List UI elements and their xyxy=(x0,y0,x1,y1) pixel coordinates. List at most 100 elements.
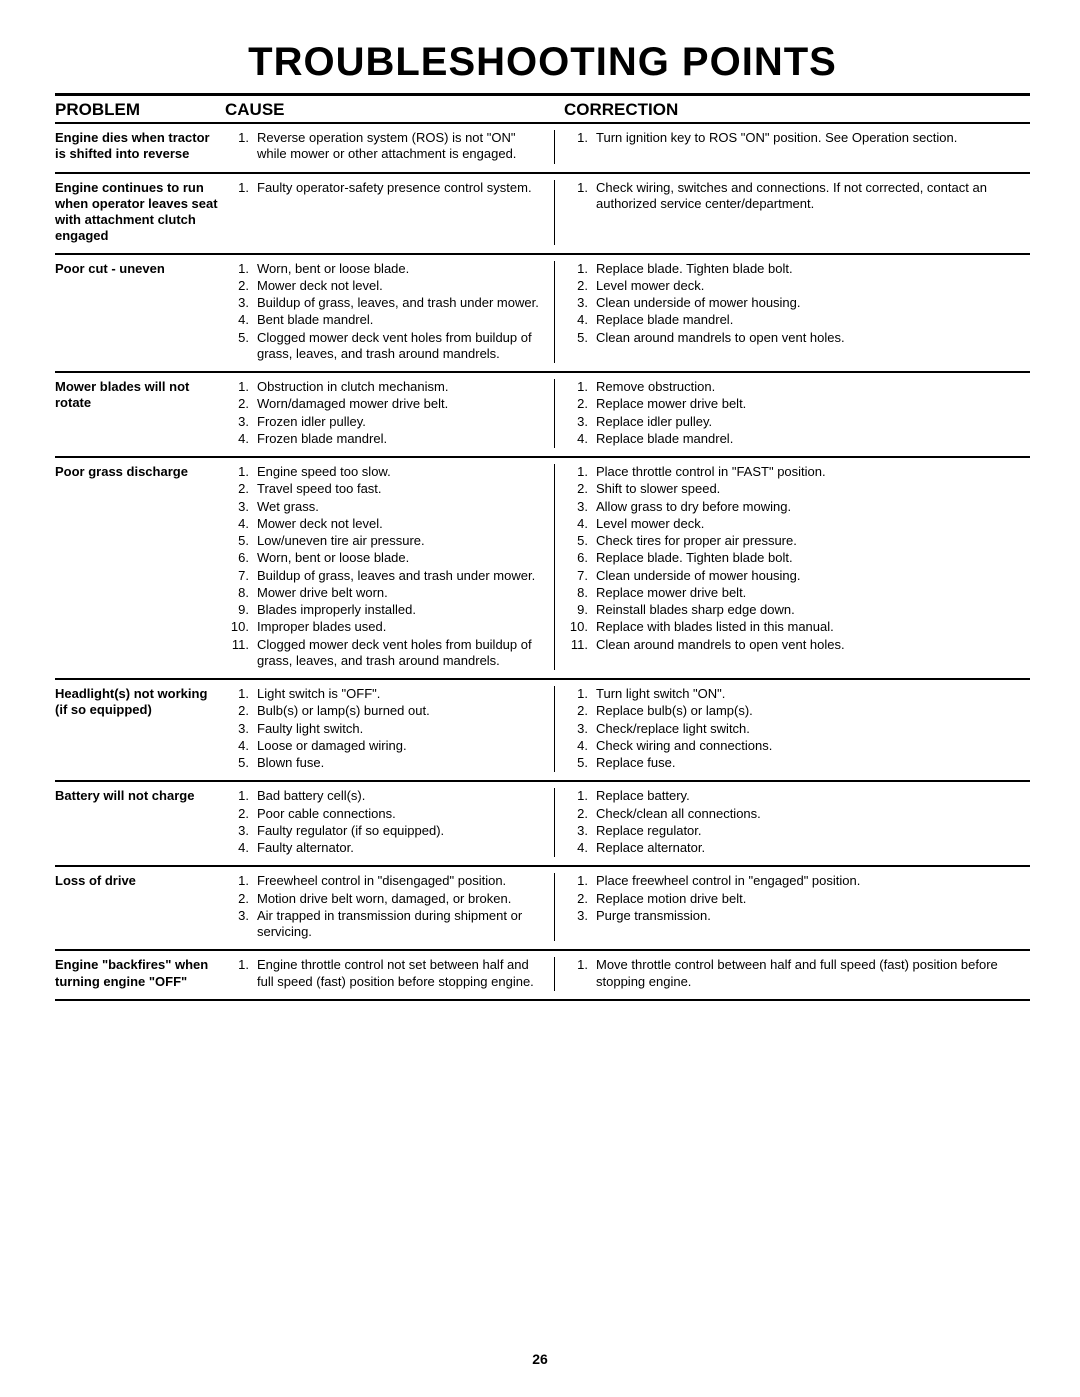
correction-item: 7.Clean underside of mower housing. xyxy=(594,568,1030,585)
item-number: 2. xyxy=(225,481,249,497)
problem-cell: Battery will not charge xyxy=(55,788,225,857)
item-number: 9. xyxy=(225,602,249,618)
table-header-row: PROBLEM CAUSE CORRECTION xyxy=(55,96,1030,122)
cause-cell: 1.Engine speed too slow.2.Travel speed t… xyxy=(225,464,545,670)
correction-item: 2.Shift to slower speed. xyxy=(594,481,1030,498)
correction-item: 1.Place throttle control in "FAST" posit… xyxy=(594,464,1030,481)
correction-item: 9.Reinstall blades sharp edge down. xyxy=(594,602,1030,619)
item-number: 4. xyxy=(225,738,249,754)
column-gap xyxy=(545,686,564,772)
item-number: 11. xyxy=(225,637,249,653)
correction-item: 5.Check tires for proper air pressure. xyxy=(594,533,1030,550)
correction-list: 1.Remove obstruction.2.Replace mower dri… xyxy=(564,379,1030,448)
problem-cell: Poor grass discharge xyxy=(55,464,225,670)
correction-list: 1.Turn light switch "ON".2.Replace bulb(… xyxy=(564,686,1030,772)
correction-item: 4.Check wiring and connections. xyxy=(594,738,1030,755)
item-number: 1. xyxy=(225,957,249,973)
item-number: 5. xyxy=(564,755,588,771)
item-number: 3. xyxy=(225,721,249,737)
header-cause: CAUSE xyxy=(225,100,545,120)
page-title: TROUBLESHOOTING POINTS xyxy=(55,40,1030,85)
cause-cell: 1.Obstruction in clutch mechanism.2.Worn… xyxy=(225,379,545,448)
item-number: 1. xyxy=(225,180,249,196)
problem-cell: Engine dies when tractor is shifted into… xyxy=(55,130,225,164)
item-number: 5. xyxy=(225,533,249,549)
cause-list: 1.Light switch is "OFF".2.Bulb(s) or lam… xyxy=(225,686,545,772)
header-problem: PROBLEM xyxy=(55,100,225,120)
cause-item: 1.Bad battery cell(s). xyxy=(255,788,545,805)
table-row: Engine dies when tractor is shifted into… xyxy=(55,124,1030,174)
correction-item: 3.Check/replace light switch. xyxy=(594,721,1030,738)
cause-item: 4.Loose or damaged wiring. xyxy=(255,738,545,755)
correction-item: 1.Replace blade. Tighten blade bolt. xyxy=(594,261,1030,278)
correction-item: 5.Clean around mandrels to open vent hol… xyxy=(594,330,1030,347)
item-number: 2. xyxy=(225,806,249,822)
item-number: 8. xyxy=(564,585,588,601)
cause-item: 11.Clogged mower deck vent holes from bu… xyxy=(255,637,545,671)
cause-item: 3.Wet grass. xyxy=(255,499,545,516)
item-number: 5. xyxy=(225,755,249,771)
correction-item: 3.Replace regulator. xyxy=(594,823,1030,840)
correction-item: 2.Replace motion drive belt. xyxy=(594,891,1030,908)
correction-cell: 1.Replace blade. Tighten blade bolt.2.Le… xyxy=(564,261,1030,364)
cause-item: 6.Worn, bent or loose blade. xyxy=(255,550,545,567)
cause-cell: 1.Faulty operator-safety presence contro… xyxy=(225,180,545,245)
correction-list: 1.Replace blade. Tighten blade bolt.2.Le… xyxy=(564,261,1030,347)
correction-item: 3.Replace idler pulley. xyxy=(594,414,1030,431)
table-row: Loss of drive1.Freewheel control in "dis… xyxy=(55,867,1030,951)
vertical-divider xyxy=(554,873,555,941)
cause-list: 1.Freewheel control in "disengaged" posi… xyxy=(225,873,545,941)
cause-item: 2.Bulb(s) or lamp(s) burned out. xyxy=(255,703,545,720)
correction-item: 2.Check/clean all connections. xyxy=(594,806,1030,823)
cause-item: 3.Faulty regulator (if so equipped). xyxy=(255,823,545,840)
cause-item: 4.Faulty alternator. xyxy=(255,840,545,857)
table-row: Headlight(s) not working (if so equipped… xyxy=(55,680,1030,782)
problem-cell: Mower blades will not rotate xyxy=(55,379,225,448)
table-row: Battery will not charge 1.Bad battery cel… xyxy=(55,782,1030,867)
correction-cell: 1.Turn light switch "ON".2.Replace bulb(… xyxy=(564,686,1030,772)
item-number: 3. xyxy=(225,908,249,924)
problem-cell: Poor cut - uneven xyxy=(55,261,225,364)
vertical-divider xyxy=(554,130,555,164)
item-number: 3. xyxy=(564,499,588,515)
correction-list: 1.Check wiring, switches and connections… xyxy=(564,180,1030,214)
cause-cell: 1.Light switch is "OFF".2.Bulb(s) or lam… xyxy=(225,686,545,772)
cause-item: 2.Mower deck not level. xyxy=(255,278,545,295)
correction-item: 8.Replace mower drive belt. xyxy=(594,585,1030,602)
cause-item: 1.Obstruction in clutch mechanism. xyxy=(255,379,545,396)
item-number: 10. xyxy=(225,619,249,635)
correction-item: 11.Clean around mandrels to open vent ho… xyxy=(594,637,1030,654)
cause-item: 4.Bent blade mandrel. xyxy=(255,312,545,329)
column-gap xyxy=(545,464,564,670)
correction-item: 1.Turn light switch "ON". xyxy=(594,686,1030,703)
row-body: 1.Faulty operator-safety presence contro… xyxy=(225,180,1030,245)
item-number: 8. xyxy=(225,585,249,601)
cause-list: 1.Worn, bent or loose blade.2.Mower deck… xyxy=(225,261,545,364)
item-number: 4. xyxy=(564,840,588,856)
correction-list: 1.Move throttle control between half and… xyxy=(564,957,1030,991)
item-number: 5. xyxy=(564,330,588,346)
item-number: 2. xyxy=(225,396,249,412)
cause-item: 3.Faulty light switch. xyxy=(255,721,545,738)
item-number: 4. xyxy=(225,431,249,447)
cause-cell: 1.Bad battery cell(s).2.Poor cable conne… xyxy=(225,788,545,857)
cause-cell: 1.Freewheel control in "disengaged" posi… xyxy=(225,873,545,941)
cause-item: 2.Travel speed too fast. xyxy=(255,481,545,498)
item-number: 3. xyxy=(225,823,249,839)
vertical-divider xyxy=(554,379,555,448)
item-number: 1. xyxy=(225,686,249,702)
item-number: 1. xyxy=(564,379,588,395)
item-number: 11. xyxy=(564,637,588,653)
vertical-divider xyxy=(554,686,555,772)
column-gap xyxy=(545,873,564,941)
cause-item: 4.Frozen blade mandrel. xyxy=(255,431,545,448)
item-number: 4. xyxy=(225,516,249,532)
correction-item: 2.Replace bulb(s) or lamp(s). xyxy=(594,703,1030,720)
item-number: 6. xyxy=(564,550,588,566)
item-number: 2. xyxy=(564,806,588,822)
item-number: 1. xyxy=(564,873,588,889)
item-number: 2. xyxy=(564,891,588,907)
cause-item: 5.Clogged mower deck vent holes from bui… xyxy=(255,330,545,364)
correction-item: 1.Check wiring, switches and connections… xyxy=(594,180,1030,214)
column-gap xyxy=(545,130,564,164)
